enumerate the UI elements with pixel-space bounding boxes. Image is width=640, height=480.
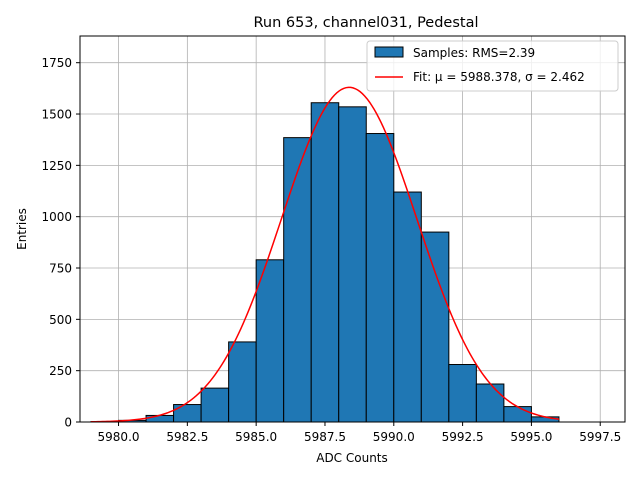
histogram-bar xyxy=(228,341,257,423)
x-tick-label: 5995.0 xyxy=(510,430,552,444)
histogram-bar xyxy=(255,259,285,423)
histogram-bar xyxy=(475,383,505,423)
histogram-bar xyxy=(283,137,312,423)
y-axis-label: Entries xyxy=(15,208,29,250)
histogram-bar xyxy=(503,406,532,423)
histogram-bar xyxy=(173,404,202,423)
y-tick-label: 250 xyxy=(49,364,72,378)
x-axis-ticks: 5980.0 5982.5 5985.0 5987.5 5990.0 5992.5 5995… xyxy=(98,422,621,444)
y-axis-ticks: 0 250 500 750 1000 1250 1500 1750 xyxy=(41,56,80,430)
y-tick-label: 1750 xyxy=(41,56,72,70)
y-tick-label: 500 xyxy=(49,313,72,327)
legend-label-fit: Fit: μ = 5988.378, σ = 2.462 xyxy=(413,70,585,84)
y-tick-label: 0 xyxy=(64,416,72,430)
legend: Samples: RMS=2.39 Fit: μ = 5988.378, σ =… xyxy=(366,40,619,92)
histogram-bar xyxy=(145,414,175,423)
histogram-bar xyxy=(420,231,450,423)
histogram-bar xyxy=(310,102,340,423)
histogram-bars xyxy=(90,102,560,423)
x-tick-label: 5985.0 xyxy=(235,430,277,444)
histogram-bar xyxy=(393,191,422,423)
histogram-bar xyxy=(448,364,477,423)
y-tick-label: 1500 xyxy=(41,108,72,122)
x-tick-label: 5982.5 xyxy=(166,430,208,444)
histogram-bar xyxy=(338,106,367,423)
legend-swatch-samples xyxy=(374,46,404,58)
x-tick-label: 5987.5 xyxy=(304,430,346,444)
fit-curve-group xyxy=(91,86,560,423)
legend-label-samples: Samples: RMS=2.39 xyxy=(413,46,535,60)
x-axis-label: ADC Counts xyxy=(316,451,388,465)
chart-title: Run 653, channel031, Pedestal xyxy=(253,15,478,31)
x-tick-label: 5992.5 xyxy=(442,430,484,444)
x-tick-label: 5980.0 xyxy=(98,430,140,444)
y-tick-label: 750 xyxy=(49,262,72,276)
y-tick-label: 1250 xyxy=(41,159,72,173)
x-tick-label: 5990.0 xyxy=(373,430,415,444)
fit-curve xyxy=(91,86,560,423)
legend-box xyxy=(366,40,619,92)
y-tick-label: 1000 xyxy=(41,210,72,224)
histogram-bar xyxy=(365,133,395,423)
x-tick-label: 5997.5 xyxy=(579,430,621,444)
histogram-bar xyxy=(200,387,230,423)
plot-frame xyxy=(79,35,626,423)
